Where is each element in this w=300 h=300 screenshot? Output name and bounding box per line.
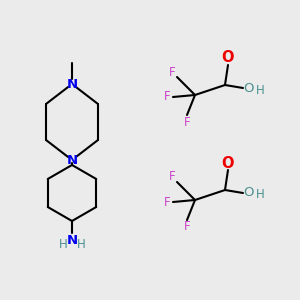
Text: F: F <box>184 220 190 233</box>
Text: F: F <box>164 196 170 208</box>
Text: H: H <box>256 83 264 97</box>
Text: O: O <box>222 50 234 65</box>
Text: H: H <box>76 238 85 251</box>
Text: F: F <box>164 91 170 103</box>
Text: N: N <box>66 77 78 91</box>
Text: N: N <box>66 233 78 247</box>
Text: O: O <box>244 187 254 200</box>
Text: F: F <box>169 170 175 184</box>
Text: H: H <box>58 238 68 251</box>
Text: O: O <box>222 155 234 170</box>
Text: H: H <box>256 188 264 202</box>
Text: O: O <box>244 82 254 94</box>
Text: N: N <box>66 154 78 166</box>
Text: F: F <box>184 116 190 128</box>
Text: F: F <box>169 65 175 79</box>
